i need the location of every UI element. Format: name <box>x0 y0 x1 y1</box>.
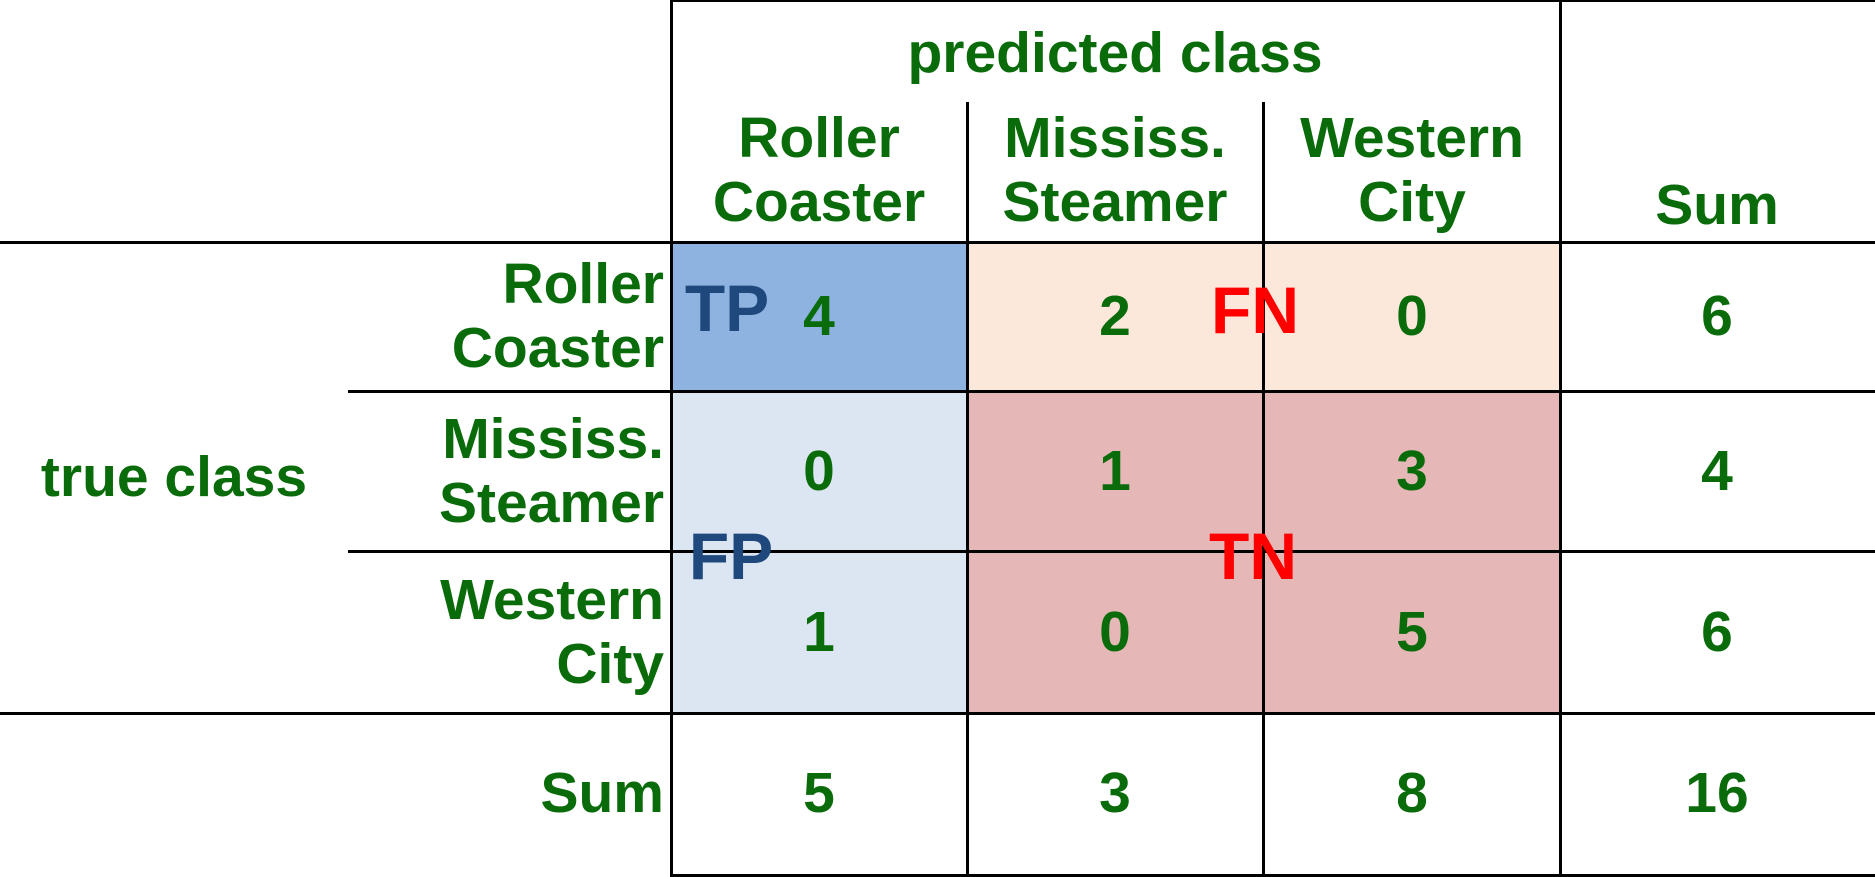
grid-line-h-top <box>670 0 1875 2</box>
tn-label: TN <box>1209 519 1297 593</box>
tp-label: TP <box>684 271 770 345</box>
row-header-western-city: Western City <box>440 568 664 696</box>
col-header-sum: Sum <box>1655 173 1779 238</box>
col-header-roller-coaster: Roller Coaster <box>712 106 926 234</box>
grid-line-v-left <box>670 0 673 877</box>
row-header-mississ-steamer: Mississ. Steamer <box>439 407 664 535</box>
predicted-class-label: predicted class <box>907 21 1323 86</box>
tp-region <box>672 242 967 391</box>
row-sum-roller-coaster: 6 <box>1701 284 1733 349</box>
grid-line-v-sum <box>1559 0 1562 877</box>
row-header-roller-coaster: Roller Coaster <box>451 252 664 380</box>
cell-rc-wc: 0 <box>1396 284 1428 349</box>
cell-wc-rc: 1 <box>803 600 835 665</box>
row-header-sum: Sum <box>540 761 664 826</box>
cell-ms-wc: 3 <box>1396 439 1428 504</box>
fn-label: FN <box>1211 273 1299 347</box>
row-sum-mississ-steamer: 4 <box>1701 439 1733 504</box>
col-header-mississ-steamer: Mississ. Steamer <box>1002 106 1228 234</box>
cell-wc-wc: 5 <box>1396 600 1428 665</box>
grid-line-v-col2 <box>1262 102 1265 877</box>
col-sum-roller-coaster: 5 <box>803 761 835 826</box>
grid-line-h-header <box>0 241 1875 244</box>
grid-line-v-col1 <box>966 102 969 877</box>
cell-ms-ms: 1 <box>1099 439 1131 504</box>
cell-rc-ms: 2 <box>1099 284 1131 349</box>
grid-line-h-row1 <box>348 390 1875 393</box>
cell-wc-ms: 0 <box>1099 600 1131 665</box>
grid-line-h-sum <box>0 712 1875 715</box>
true-class-label: true class <box>40 445 308 510</box>
cell-rc-rc: 4 <box>803 284 835 349</box>
cell-ms-rc: 0 <box>803 439 835 504</box>
col-header-western-city: Western City <box>1300 106 1524 234</box>
grid-line-h-row2 <box>348 550 1875 553</box>
row-sum-western-city: 6 <box>1701 600 1733 665</box>
grand-total: 16 <box>1685 761 1749 826</box>
col-sum-mississ-steamer: 3 <box>1099 761 1131 826</box>
fp-label: FP <box>688 519 774 593</box>
grid-line-h-bottom <box>670 874 1875 877</box>
col-sum-western-city: 8 <box>1396 761 1428 826</box>
